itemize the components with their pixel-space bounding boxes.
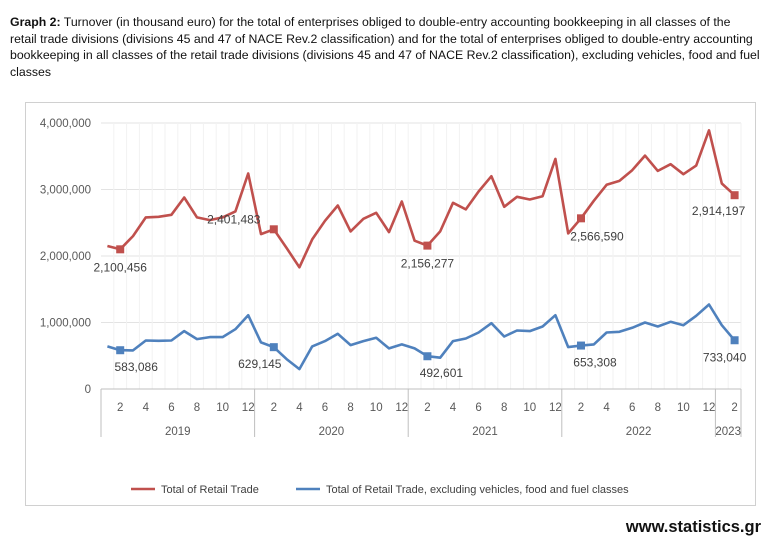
data-marker xyxy=(577,214,585,223)
x-tick-label: 12 xyxy=(703,402,716,414)
source-footer[interactable]: www.statistics.gr xyxy=(625,518,761,536)
x-tick-label: 12 xyxy=(549,402,562,414)
caption-text: Turnover (in thousand euro) for the tota… xyxy=(10,15,760,79)
chart-area: 0 1,000,000 2,000,000 3,000,000 4,000,000 2 4 6… xyxy=(25,102,756,506)
data-marker xyxy=(116,346,125,355)
x-tick-label: 2 xyxy=(117,402,123,414)
y-tick-label: 2,000,000 xyxy=(40,251,91,263)
data-label: 629,145 xyxy=(238,357,282,371)
data-label: 583,086 xyxy=(115,360,159,374)
x-tick-label: 4 xyxy=(296,402,303,414)
data-marker xyxy=(269,225,278,234)
y-tick-label: 4,000,000 xyxy=(40,118,91,130)
year-label: 2020 xyxy=(319,426,345,438)
data-label: 492,601 xyxy=(420,366,464,380)
legend-label: Total of Retail Trade xyxy=(161,484,259,496)
caption-label: Graph 2: xyxy=(10,15,61,29)
data-label: 2,566,590 xyxy=(570,229,624,243)
data-label: 2,156,277 xyxy=(401,257,455,271)
x-tick-label: 6 xyxy=(475,402,481,414)
x-tick-label: 10 xyxy=(216,402,229,414)
year-label: 2022 xyxy=(626,426,652,438)
x-tick-label: 8 xyxy=(655,402,661,414)
x-tick-label: 12 xyxy=(242,402,255,414)
x-tick-label: 8 xyxy=(347,402,353,414)
x-tick-label: 4 xyxy=(450,402,457,414)
data-label: 2,401,483 xyxy=(207,212,261,226)
x-tick-label: 12 xyxy=(395,402,408,414)
x-tick-label: 6 xyxy=(629,402,635,414)
series-line-2 xyxy=(107,303,736,371)
y-tick-label: 1,000,000 xyxy=(40,318,91,330)
x-tick-label: 10 xyxy=(677,402,690,414)
year-label: 2023 xyxy=(715,426,741,438)
data-marker xyxy=(116,245,125,254)
x-tick-label: 2 xyxy=(731,402,737,414)
y-tick-label: 3,000,000 xyxy=(40,185,91,197)
year-label: 2019 xyxy=(165,426,191,438)
data-label: 733,040 xyxy=(703,350,747,364)
x-tick-label: 4 xyxy=(143,402,150,414)
x-tick-label: 8 xyxy=(501,402,507,414)
x-tick-label: 10 xyxy=(523,402,536,414)
x-tick-label: 6 xyxy=(322,402,328,414)
data-marker xyxy=(730,336,739,345)
y-tick-label: 0 xyxy=(85,384,91,396)
line-chart: 0 1,000,000 2,000,000 3,000,000 4,000,000 2 4 6… xyxy=(40,118,747,496)
x-tick-label: 8 xyxy=(194,402,200,414)
data-marker xyxy=(423,241,432,250)
chart-caption: Graph 2: Turnover (in thousand euro) for… xyxy=(10,14,760,80)
x-tick-label: 2 xyxy=(271,402,277,414)
data-marker xyxy=(269,343,278,352)
data-label: 2,914,197 xyxy=(692,204,746,218)
x-tick-label: 10 xyxy=(370,402,383,414)
x-tick-label: 6 xyxy=(168,402,174,414)
legend-label: Total of Retail Trade, excluding vehicle… xyxy=(326,484,629,496)
data-label: 2,100,456 xyxy=(94,260,148,274)
series-line-1 xyxy=(107,128,736,269)
data-marker xyxy=(577,341,585,350)
year-label: 2021 xyxy=(472,426,498,438)
data-marker xyxy=(423,352,432,361)
data-label: 653,308 xyxy=(573,356,617,370)
x-tick-label: 4 xyxy=(603,402,610,414)
data-marker xyxy=(730,191,739,200)
x-tick-label: 2 xyxy=(424,402,430,414)
x-tick-label: 2 xyxy=(578,402,584,414)
